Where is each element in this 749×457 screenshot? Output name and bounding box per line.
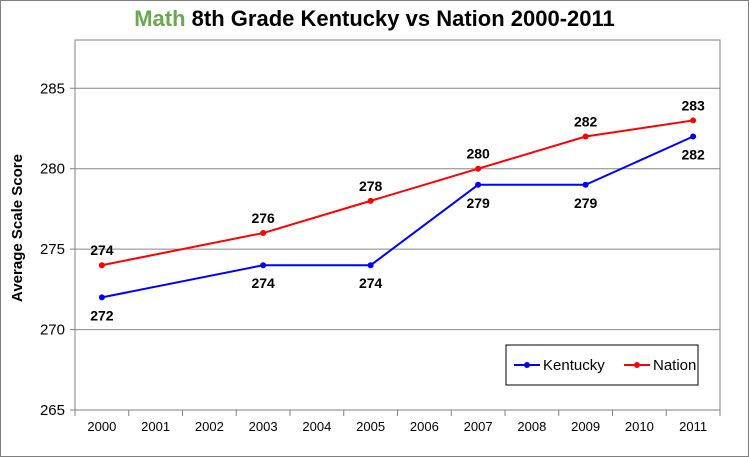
y-tick-label: 285 <box>40 80 65 97</box>
x-tick-label: 2008 <box>517 419 546 434</box>
data-label-kentucky: 274 <box>251 275 275 291</box>
data-point-nation <box>690 117 697 124</box>
data-label-nation: 278 <box>359 178 383 194</box>
x-tick-label: 2011 <box>679 419 707 434</box>
grid-layer <box>75 87 720 331</box>
data-point-nation <box>367 197 374 204</box>
data-label-kentucky: 282 <box>681 147 705 163</box>
data-label-kentucky: 279 <box>466 195 490 211</box>
data-label-nation: 276 <box>251 210 275 226</box>
x-tick-label: 2009 <box>571 419 600 434</box>
data-point-kentucky <box>690 133 697 140</box>
x-tick-label: 2004 <box>302 419 331 434</box>
data-label-nation: 280 <box>466 146 490 162</box>
y-tick-label: 280 <box>40 161 65 178</box>
x-tick-label: 2001 <box>141 419 170 434</box>
legend-label-nation: Nation <box>653 357 696 374</box>
x-tick-label: 2010 <box>625 419 654 434</box>
x-tick-label: 2005 <box>356 419 385 434</box>
data-label-nation: 282 <box>574 114 598 130</box>
axis-layer: 265 270 275 280 285 2000 2001 2002 2003 2004 2005 2… <box>40 80 721 434</box>
data-point-nation <box>98 262 105 269</box>
data-label-nation: 274 <box>90 242 114 258</box>
data-label-kentucky: 279 <box>574 195 598 211</box>
data-point-nation <box>260 230 267 237</box>
data-point-nation <box>475 165 482 172</box>
data-label-layer: 272 274 274 279 279 282 274 276 278 280 282 283 <box>90 97 705 323</box>
x-tick-label: 2000 <box>87 419 116 434</box>
legend-label-kentucky: Kentucky <box>543 357 605 374</box>
chart-title-rest: 8th Grade Kentucky vs Nation 2000-2011 <box>185 6 615 31</box>
data-point-kentucky <box>98 294 105 301</box>
data-point-kentucky <box>260 262 267 269</box>
x-tick-label: 2007 <box>464 419 493 434</box>
series-line-kentucky <box>101 135 694 299</box>
data-point-kentucky <box>475 181 482 188</box>
y-axis-title: Average Scale Score <box>9 154 26 302</box>
chart-title: Math 8th Grade Kentucky vs Nation 2000-2… <box>0 6 749 32</box>
chart-title-highlight: Math <box>134 6 186 31</box>
x-tick-label: 2006 <box>410 419 439 434</box>
y-tick-label: 275 <box>40 241 65 258</box>
series-line-nation <box>101 119 694 267</box>
series-layer <box>98 117 697 301</box>
data-point-kentucky <box>582 181 589 188</box>
x-tick-label: 2002 <box>195 419 224 434</box>
legend-marker-kentucky <box>524 362 530 368</box>
data-point-kentucky <box>367 262 374 269</box>
x-tick-label: 2003 <box>249 419 278 434</box>
data-label-nation: 283 <box>681 97 705 113</box>
data-label-kentucky: 274 <box>359 275 383 291</box>
data-label-kentucky: 272 <box>90 307 114 323</box>
y-tick-label: 270 <box>40 322 65 339</box>
data-point-nation <box>582 133 589 140</box>
legend: Kentucky Nation <box>505 344 699 386</box>
legend-marker-nation <box>634 362 640 368</box>
y-tick-label: 265 <box>40 402 65 419</box>
